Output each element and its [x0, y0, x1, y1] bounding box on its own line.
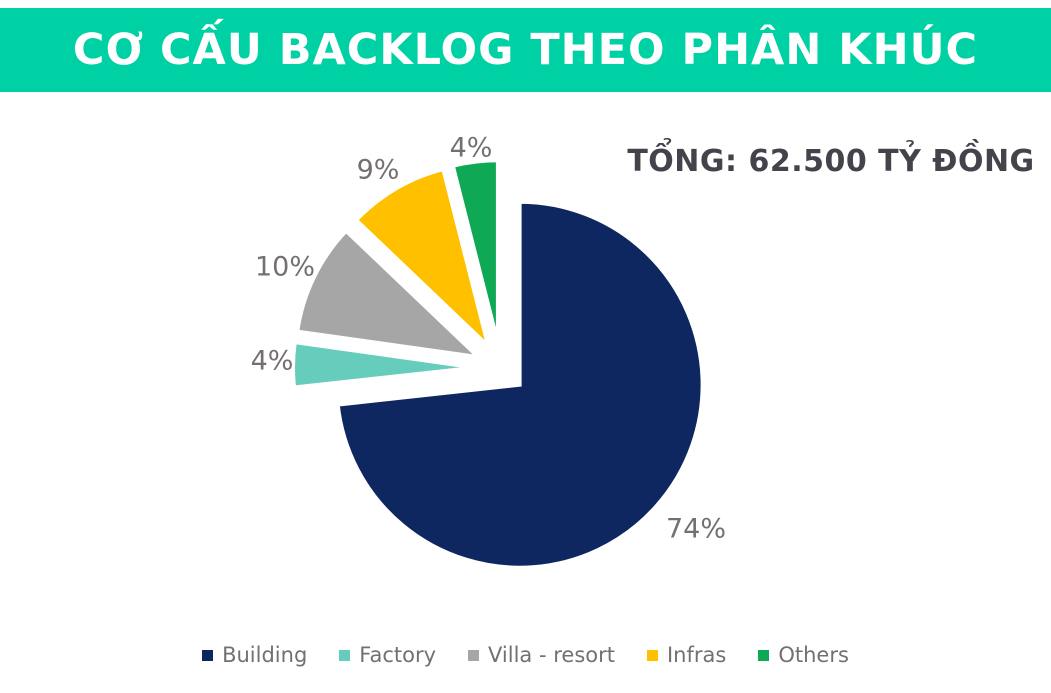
slice-label-villa-resort: 10% [254, 251, 316, 283]
legend-swatch-icon [468, 649, 480, 661]
pie-slice-infras [353, 166, 491, 348]
legend-item-factory: Factory [339, 643, 436, 667]
legend-label: Villa - resort [488, 643, 615, 667]
legend-item-building: Building [202, 643, 307, 667]
legend-item-infras: Infras [646, 643, 727, 667]
pie-slice-factory [291, 339, 477, 390]
pie-slice-villa-resort [295, 227, 480, 360]
legend-label: Factory [359, 643, 437, 667]
slice-label-factory: 4% [250, 345, 294, 377]
page-title: CƠ CẤU BACKLOG THEO PHÂN KHÚC [72, 25, 979, 75]
slice-label-infras: 9% [356, 154, 400, 186]
slice-label-building: 74% [665, 513, 727, 545]
pie-slice-others [450, 158, 500, 344]
pie-slice-building [335, 199, 705, 570]
legend-swatch-icon [646, 649, 658, 661]
legend-label: Infras [666, 643, 727, 667]
legend-label: Building [222, 643, 308, 667]
legend-swatch-icon [202, 649, 214, 661]
legend-label: Others [778, 643, 849, 667]
total-label: TỔNG: 62.500 TỶ ĐỒNG [627, 144, 1035, 179]
legend-item-others: Others [758, 643, 849, 667]
legend-item-villa-resort: Villa - resort [468, 643, 615, 667]
slice-label-others: 4% [449, 132, 493, 164]
legend-swatch-icon [758, 649, 770, 661]
header-banner: CƠ CẤU BACKLOG THEO PHÂN KHÚC [0, 8, 1051, 92]
legend-swatch-icon [339, 649, 351, 661]
legend: Building Factory Villa - resort Infras Other… [0, 643, 1051, 667]
